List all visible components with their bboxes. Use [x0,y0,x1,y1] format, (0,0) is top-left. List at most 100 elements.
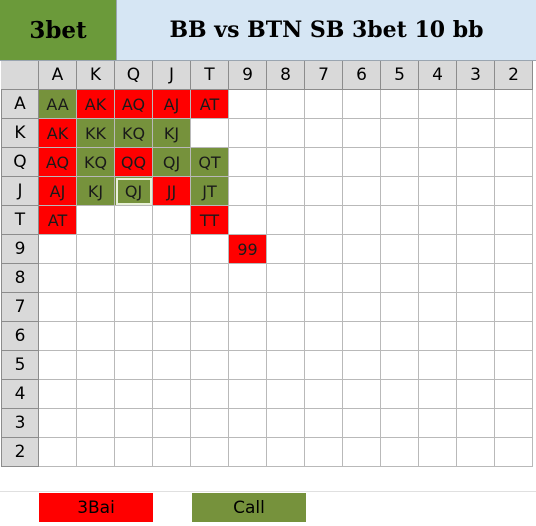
row-header-9[interactable]: 9 [1,235,39,264]
empty-cell[interactable] [229,380,267,409]
mode-badge[interactable]: 3bet [0,0,117,61]
empty-cell[interactable] [381,235,419,264]
column-header-3[interactable]: 3 [457,61,495,90]
empty-cell[interactable] [381,293,419,322]
empty-cell[interactable] [39,322,77,351]
empty-cell[interactable] [115,264,153,293]
empty-cell[interactable] [115,293,153,322]
column-header-9[interactable]: 9 [229,61,267,90]
empty-cell[interactable] [39,293,77,322]
empty-cell[interactable] [419,119,457,148]
row-header-7[interactable]: 7 [1,293,39,322]
hand-cell-qt[interactable]: QT [191,148,229,177]
empty-cell[interactable] [419,293,457,322]
empty-cell[interactable] [305,380,343,409]
empty-cell[interactable] [457,264,495,293]
empty-cell[interactable] [39,438,77,467]
empty-cell[interactable] [457,206,495,235]
empty-cell[interactable] [343,293,381,322]
column-header-k[interactable]: K [77,61,115,90]
empty-cell[interactable] [229,177,267,206]
empty-cell[interactable] [229,351,267,380]
empty-cell[interactable] [343,322,381,351]
hand-cell-at[interactable]: AT [191,90,229,119]
empty-cell[interactable] [343,119,381,148]
hand-cell-aq[interactable]: AQ [39,148,77,177]
empty-cell[interactable] [495,177,533,206]
empty-cell[interactable] [191,438,229,467]
empty-cell[interactable] [419,322,457,351]
empty-cell[interactable] [419,235,457,264]
empty-cell[interactable] [381,119,419,148]
empty-cell[interactable] [191,351,229,380]
column-header-4[interactable]: 4 [419,61,457,90]
empty-cell[interactable] [153,264,191,293]
empty-cell[interactable] [419,206,457,235]
hand-cell-qq[interactable]: QQ [115,148,153,177]
empty-cell[interactable] [381,148,419,177]
row-header-4[interactable]: 4 [1,380,39,409]
empty-cell[interactable] [191,409,229,438]
empty-cell[interactable] [457,90,495,119]
column-header-a[interactable]: A [39,61,77,90]
empty-cell[interactable] [115,409,153,438]
empty-cell[interactable] [457,119,495,148]
empty-cell[interactable] [343,409,381,438]
empty-cell[interactable] [229,119,267,148]
empty-cell[interactable] [267,409,305,438]
hand-cell-aa[interactable]: AA [39,90,77,119]
row-header-8[interactable]: 8 [1,264,39,293]
column-header-7[interactable]: 7 [305,61,343,90]
empty-cell[interactable] [343,235,381,264]
empty-cell[interactable] [343,148,381,177]
empty-cell[interactable] [495,409,533,438]
empty-cell[interactable] [77,235,115,264]
empty-cell[interactable] [115,322,153,351]
empty-cell[interactable] [457,293,495,322]
empty-cell[interactable] [191,293,229,322]
empty-cell[interactable] [419,351,457,380]
empty-cell[interactable] [305,177,343,206]
empty-cell[interactable] [77,264,115,293]
empty-cell[interactable] [419,409,457,438]
empty-cell[interactable] [305,206,343,235]
column-header-j[interactable]: J [153,61,191,90]
empty-cell[interactable] [495,322,533,351]
empty-cell[interactable] [419,177,457,206]
hand-cell-at[interactable]: AT [39,206,77,235]
empty-cell[interactable] [457,322,495,351]
empty-cell[interactable] [381,322,419,351]
sheet-title[interactable]: BB vs BTN SB 3bet 10 bb [117,0,536,61]
hand-cell-kj[interactable]: KJ [77,177,115,206]
empty-cell[interactable] [419,380,457,409]
empty-cell[interactable] [495,90,533,119]
empty-cell[interactable] [419,438,457,467]
empty-cell[interactable] [495,148,533,177]
empty-cell[interactable] [305,264,343,293]
empty-cell[interactable] [229,409,267,438]
legend-call[interactable]: Call [192,493,306,522]
empty-cell[interactable] [343,264,381,293]
empty-cell[interactable] [305,90,343,119]
row-header-a[interactable]: A [1,90,39,119]
empty-cell[interactable] [229,438,267,467]
row-header-k[interactable]: K [1,119,39,148]
empty-cell[interactable] [305,351,343,380]
empty-cell[interactable] [457,235,495,264]
empty-cell[interactable] [381,206,419,235]
empty-cell[interactable] [229,148,267,177]
empty-cell[interactable] [153,206,191,235]
empty-cell[interactable] [381,90,419,119]
hand-cell-kj[interactable]: KJ [153,119,191,148]
empty-cell[interactable] [115,380,153,409]
row-header-j[interactable]: J [1,177,39,206]
empty-cell[interactable] [229,264,267,293]
empty-cell[interactable] [191,264,229,293]
empty-cell[interactable] [495,264,533,293]
empty-cell[interactable] [495,380,533,409]
row-header-5[interactable]: 5 [1,351,39,380]
empty-cell[interactable] [267,380,305,409]
hand-cell-tt[interactable]: TT [191,206,229,235]
empty-spreadsheet-row[interactable] [0,467,536,492]
empty-cell[interactable] [343,206,381,235]
